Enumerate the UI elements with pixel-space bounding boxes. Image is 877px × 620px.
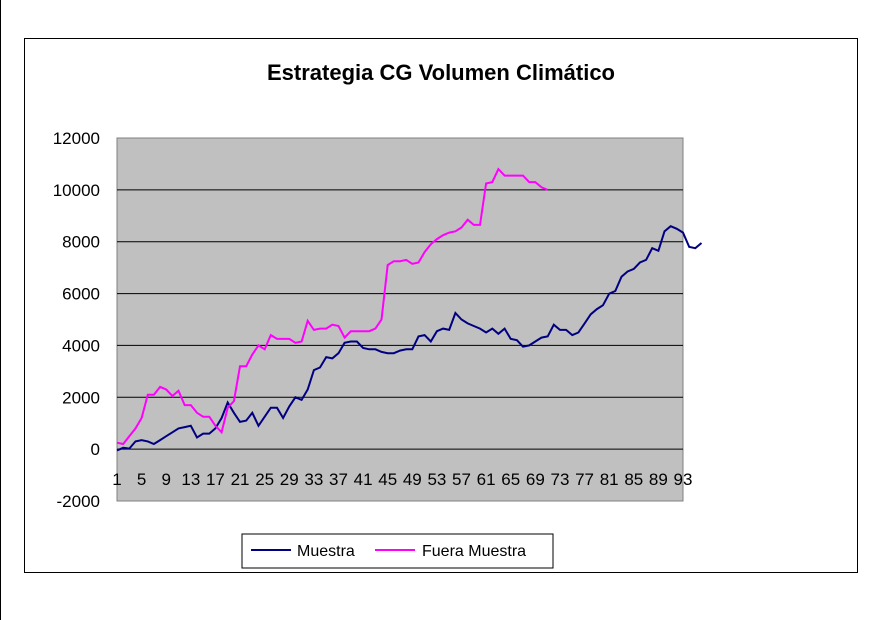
x-tick-label: 89 — [649, 470, 668, 489]
series-lines — [116, 167, 703, 452]
x-tick-label: 73 — [550, 470, 569, 489]
legend-box — [241, 533, 554, 569]
x-tick-label: 45 — [378, 470, 397, 489]
x-tick-label: 1 — [112, 470, 121, 489]
y-tick-label: 0 — [91, 440, 100, 459]
legend: Muestra Fuera Muestra — [241, 533, 554, 569]
x-tick-label: 61 — [477, 470, 496, 489]
x-tick-label: 49 — [403, 470, 422, 489]
x-tick-label: 93 — [674, 470, 693, 489]
x-tick-label: 57 — [452, 470, 471, 489]
x-tick-label: 5 — [137, 470, 146, 489]
x-tick-label: 21 — [231, 470, 250, 489]
x-axis-ticks: 1 5 9 13 17 21 25 29 33 37 41 45 49 53 57 61 65 69 73 77 81 8… — [112, 470, 692, 489]
gridlines — [117, 189, 683, 450]
series-line-fuera-muestra — [116, 167, 549, 446]
plot-area — [116, 137, 684, 502]
x-tick-label: 41 — [354, 470, 373, 489]
series-line-muestra — [116, 225, 703, 452]
x-tick-label: 37 — [329, 470, 348, 489]
y-tick-label: 12000 — [53, 129, 100, 148]
legend-label-fuera-muestra: Fuera Muestra — [422, 543, 526, 560]
x-tick-label: 17 — [206, 470, 225, 489]
y-tick-label: 4000 — [62, 336, 100, 355]
x-tick-label: 33 — [304, 470, 323, 489]
x-tick-label: 29 — [280, 470, 299, 489]
y-tick-label: 8000 — [62, 233, 100, 252]
y-tick-label: 6000 — [62, 285, 100, 304]
x-tick-label: 65 — [501, 470, 520, 489]
y-tick-label: 10000 — [53, 181, 100, 200]
x-tick-label: 77 — [575, 470, 594, 489]
chart-title: Estrategia CG Volumen Climático — [267, 60, 615, 85]
x-tick-label: 9 — [161, 470, 170, 489]
y-axis-ticks: -2000 0 2000 4000 6000 8000 10000 12000 — [53, 129, 100, 511]
x-tick-label: 69 — [526, 470, 545, 489]
x-tick-label: 81 — [600, 470, 619, 489]
legend-label-muestra: Muestra — [297, 543, 355, 560]
x-tick-label: 85 — [624, 470, 643, 489]
y-tick-label: -2000 — [57, 492, 100, 511]
x-tick-label: 25 — [255, 470, 274, 489]
left-edge-rule — [0, 0, 1, 620]
x-tick-label: 13 — [181, 470, 200, 489]
y-tick-label: 2000 — [62, 388, 100, 407]
x-tick-label: 53 — [427, 470, 446, 489]
